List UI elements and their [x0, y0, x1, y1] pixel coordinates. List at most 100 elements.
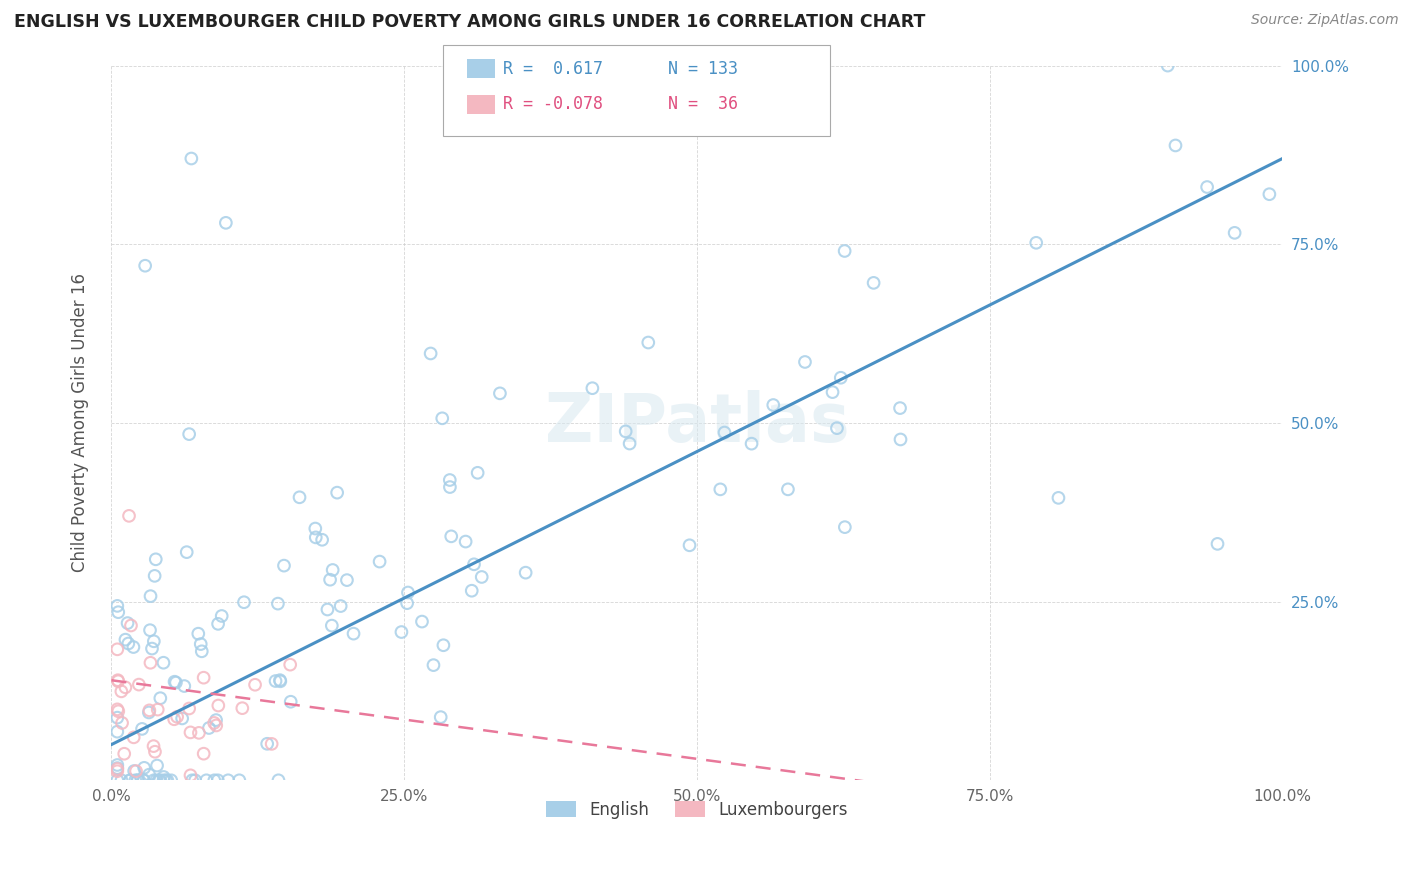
Point [243, 678, 266, 692]
Point [131, 722, 153, 736]
Point [269, 673, 291, 687]
Point [132, 773, 155, 788]
Point [326, 485, 349, 500]
Point [173, 679, 195, 693]
Point [273, 558, 295, 573]
Text: N =  36: N = 36 [668, 95, 738, 113]
Point [207, 698, 229, 713]
Point [179, 768, 201, 782]
Point [105, 599, 128, 613]
Point [311, 533, 333, 547]
Point [709, 483, 731, 497]
Text: R =  0.617: R = 0.617 [503, 60, 603, 78]
Point [678, 538, 700, 552]
Point [454, 534, 477, 549]
Point [461, 583, 484, 598]
Point [329, 599, 352, 613]
Point [120, 773, 142, 788]
Point [117, 636, 139, 650]
Point [776, 483, 799, 497]
Point [198, 721, 221, 735]
Point [142, 773, 165, 788]
Point [117, 616, 139, 631]
Point [862, 276, 884, 290]
Point [396, 596, 419, 610]
Point [145, 773, 167, 788]
Point [207, 773, 229, 788]
Point [319, 573, 342, 587]
Point [160, 773, 183, 788]
Point [139, 656, 162, 670]
Point [391, 625, 413, 640]
Point [120, 618, 142, 632]
Point [184, 773, 207, 788]
Text: N = 133: N = 133 [668, 60, 738, 78]
Text: Source: ZipAtlas.com: Source: ZipAtlas.com [1251, 13, 1399, 28]
Point [163, 674, 186, 689]
Point [1258, 187, 1281, 202]
Point [143, 569, 166, 583]
Text: R = -0.078: R = -0.078 [503, 95, 603, 113]
Point [152, 773, 174, 788]
Point [429, 710, 451, 724]
Point [107, 673, 129, 688]
Point [134, 259, 156, 273]
Point [114, 681, 136, 695]
Text: ZIPatlas: ZIPatlas [544, 390, 849, 456]
Point [111, 715, 134, 730]
Point [825, 421, 848, 435]
Point [411, 615, 433, 629]
Point [619, 436, 641, 450]
Point [316, 602, 339, 616]
Point [432, 638, 454, 652]
Point [419, 346, 441, 360]
Point [217, 773, 239, 788]
Point [105, 724, 128, 739]
Point [821, 385, 844, 400]
Point [305, 530, 328, 544]
Point [179, 725, 201, 739]
Point [422, 658, 444, 673]
Point [163, 712, 186, 726]
Point [195, 773, 218, 788]
Point [269, 674, 291, 689]
Point [256, 737, 278, 751]
Point [205, 713, 228, 727]
Point [207, 616, 229, 631]
Point [322, 563, 344, 577]
Point [321, 618, 343, 632]
Point [205, 718, 228, 732]
Point [1157, 59, 1180, 73]
Point [139, 589, 162, 603]
Point [190, 637, 212, 651]
Point [110, 773, 132, 788]
Point [191, 644, 214, 658]
Point [1164, 138, 1187, 153]
Point [336, 573, 359, 587]
Point [267, 773, 290, 788]
Point [122, 764, 145, 778]
Point [439, 473, 461, 487]
Point [440, 529, 463, 543]
Point [107, 674, 129, 689]
Point [143, 745, 166, 759]
Point [713, 425, 735, 440]
Point [139, 623, 162, 637]
Point [181, 773, 204, 788]
Point [105, 642, 128, 657]
Point [614, 425, 637, 439]
Point [889, 401, 911, 416]
Point [231, 701, 253, 715]
Point [889, 433, 911, 447]
Point [127, 773, 149, 788]
Point [368, 555, 391, 569]
Point [107, 704, 129, 718]
Point [1025, 235, 1047, 250]
Point [1197, 180, 1219, 194]
Point [105, 764, 128, 779]
Point [148, 773, 170, 788]
Point [180, 152, 202, 166]
Point [1206, 537, 1229, 551]
Point [762, 398, 785, 412]
Point [146, 758, 169, 772]
